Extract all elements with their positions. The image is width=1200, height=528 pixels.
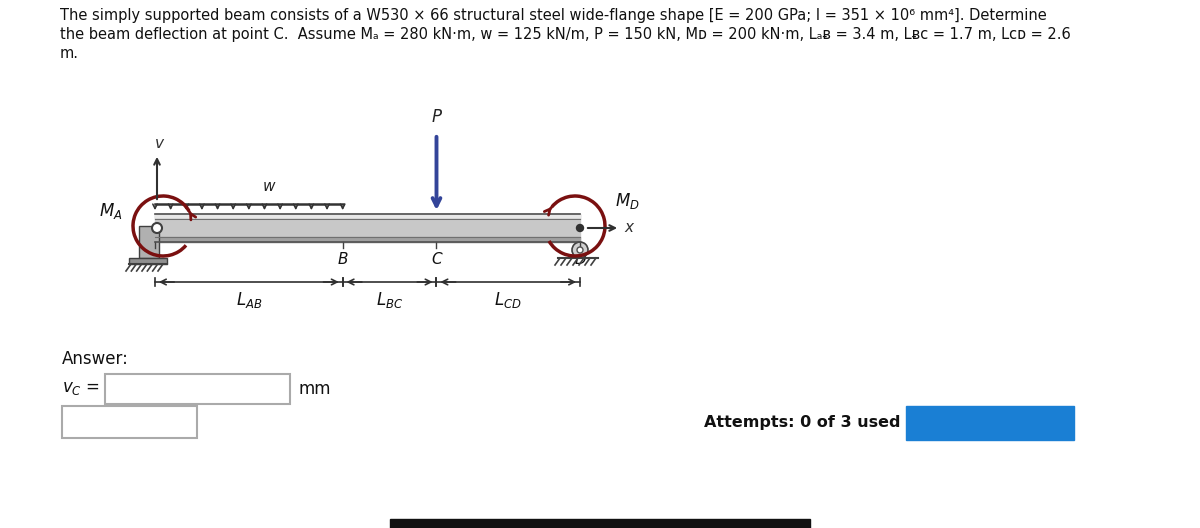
Text: $L_{AB}$: $L_{AB}$ [235, 290, 262, 310]
Text: Submit Answer: Submit Answer [925, 416, 1055, 430]
Text: Attempts: 0 of 3 used: Attempts: 0 of 3 used [703, 414, 900, 429]
Bar [155, 214, 580, 219]
Bar [139, 226, 158, 258]
Text: The simply supported beam consists of a W530 × 66 structural steel wide-flange s: The simply supported beam consists of a … [60, 8, 1046, 23]
Text: w: w [263, 179, 275, 194]
Text: $L_{CD}$: $L_{CD}$ [494, 290, 522, 310]
Text: B: B [337, 252, 348, 267]
Text: A: A [150, 252, 160, 267]
Text: Answer:: Answer: [62, 350, 128, 368]
Text: v: v [155, 136, 163, 151]
Text: $M_A$: $M_A$ [100, 201, 124, 221]
Bar [390, 519, 810, 528]
Bar [62, 406, 197, 438]
Bar [155, 237, 580, 242]
Bar [906, 406, 1074, 440]
Bar [155, 214, 580, 217]
Text: D: D [574, 252, 586, 267]
Text: x: x [624, 220, 634, 234]
Circle shape [577, 247, 583, 253]
Text: the beam deflection at point C.  Assume Mₐ = 280 kN·m, w = 125 kN/m, P = 150 kN,: the beam deflection at point C. Assume M… [60, 27, 1070, 42]
Text: Save for Later: Save for Later [78, 414, 181, 429]
Text: P: P [432, 108, 442, 126]
Text: m.: m. [60, 46, 79, 61]
Circle shape [572, 242, 588, 258]
Bar [130, 258, 167, 264]
Bar [155, 214, 580, 242]
Text: C: C [431, 252, 442, 267]
Text: mm: mm [298, 380, 330, 398]
Text: $L_{BC}$: $L_{BC}$ [376, 290, 403, 310]
Text: $M_D$: $M_D$ [616, 191, 640, 211]
Circle shape [576, 224, 583, 231]
Bar [106, 374, 290, 404]
Text: $v_C$ =: $v_C$ = [62, 379, 100, 397]
Circle shape [152, 223, 162, 233]
